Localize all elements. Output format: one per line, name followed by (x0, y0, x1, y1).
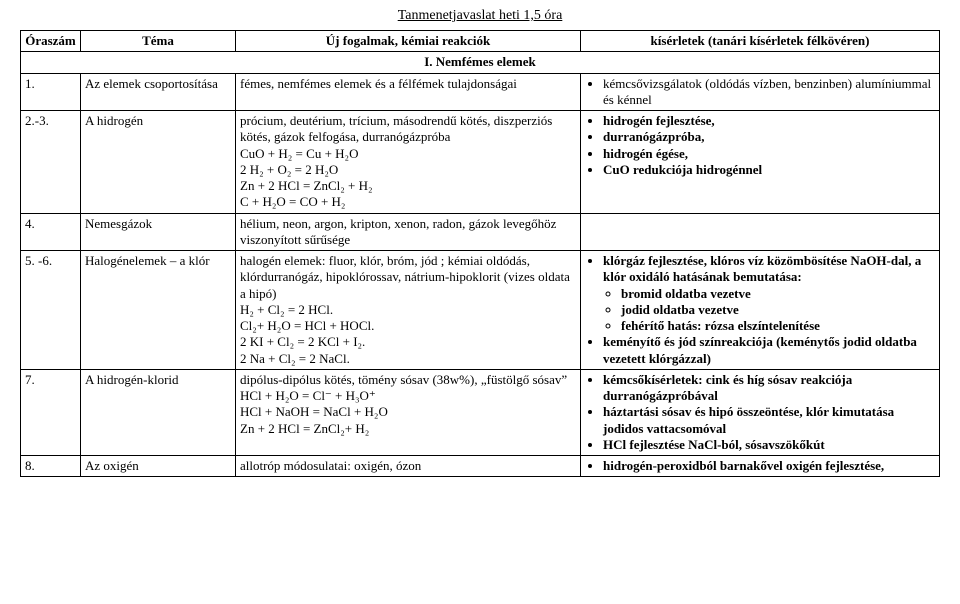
cell-experiments: hidrogén fejlesztése, durranógázpróba, h… (581, 111, 940, 214)
header-col-concepts: Új fogalmak, kémiai reakciók (236, 31, 581, 52)
cell-num: 5. -6. (21, 251, 81, 370)
exp-item: HCl fejlesztése NaCl-ból, sósavszökőkút (603, 437, 935, 453)
cell-topic: Halogénelemek – a klór (81, 251, 236, 370)
exp-item: háztartási sósav és hipó összeöntése, kl… (603, 404, 935, 437)
table-row: 4. Nemesgázok hélium, neon, argon, kript… (21, 213, 940, 251)
table-header-row: Óraszám Téma Új fogalmak, kémiai reakció… (21, 31, 940, 52)
exp-item: durranógázpróba, (603, 129, 935, 145)
cell-experiments: kémcsőkísérletek: cink és híg sósav reak… (581, 369, 940, 455)
cell-num: 2.-3. (21, 111, 81, 214)
cell-topic: Az elemek csoportosítása (81, 73, 236, 111)
table-row: 7. A hidrogén-klorid dipólus-dipólus köt… (21, 369, 940, 455)
cell-concepts: hélium, neon, argon, kripton, xenon, rad… (236, 213, 581, 251)
cell-concepts: dipólus-dipólus kötés, tömény sósav (38w… (236, 369, 581, 455)
exp-item: klórgáz fejlesztése, klóros víz közömbös… (603, 253, 935, 334)
table-row: 5. -6. Halogénelemek – a klór halogén el… (21, 251, 940, 370)
cell-topic: A hidrogén (81, 111, 236, 214)
cell-num: 4. (21, 213, 81, 251)
exp-item: kémcsőkísérletek: cink és híg sósav reak… (603, 372, 935, 405)
section-row: I. Nemfémes elemek (21, 52, 940, 73)
section-title: I. Nemfémes elemek (21, 52, 940, 73)
cell-topic: Nemesgázok (81, 213, 236, 251)
cell-concepts: halogén elemek: fluor, klór, bróm, jód ;… (236, 251, 581, 370)
cell-topic: A hidrogén-klorid (81, 369, 236, 455)
header-col-topic: Téma (81, 31, 236, 52)
cell-experiments: hidrogén-peroxidból barnakővel oxigén fe… (581, 456, 940, 477)
cell-concepts: allotróp módosulatai: oxigén, ózon (236, 456, 581, 477)
cell-num: 1. (21, 73, 81, 111)
cell-num: 7. (21, 369, 81, 455)
exp-sub-item: jodid oldatba vezetve (621, 302, 935, 318)
cell-concepts: fémes, nemfémes elemek és a félfémek tul… (236, 73, 581, 111)
exp-item: kémcsővizsgálatok (oldódás vízben, benzi… (603, 76, 935, 109)
exp-item: hidrogén fejlesztése, (603, 113, 935, 129)
page-title: Tanmenetjavaslat heti 1,5 óra (20, 8, 940, 24)
curriculum-table: Óraszám Téma Új fogalmak, kémiai reakció… (20, 30, 940, 477)
cell-experiments: klórgáz fejlesztése, klóros víz közömbös… (581, 251, 940, 370)
exp-item: CuO redukciója hidrogénnel (603, 162, 935, 178)
exp-item: keményítő és jód színreakciója (keménytő… (603, 334, 935, 367)
header-col-num: Óraszám (21, 31, 81, 52)
exp-item: hidrogén-peroxidból barnakővel oxigén fe… (603, 458, 935, 474)
cell-num: 8. (21, 456, 81, 477)
cell-experiments (581, 213, 940, 251)
cell-experiments: kémcsővizsgálatok (oldódás vízben, benzi… (581, 73, 940, 111)
cell-concepts: prócium, deutérium, trícium, másodrendű … (236, 111, 581, 214)
table-row: 1. Az elemek csoportosítása fémes, nemfé… (21, 73, 940, 111)
cell-topic: Az oxigén (81, 456, 236, 477)
table-row: 8. Az oxigén allotróp módosulatai: oxigé… (21, 456, 940, 477)
table-row: 2.-3. A hidrogén prócium, deutérium, trí… (21, 111, 940, 214)
header-col-experiments: kísérletek (tanári kísérletek félkövéren… (581, 31, 940, 52)
exp-sub-item: bromid oldatba vezetve (621, 286, 935, 302)
exp-item: hidrogén égése, (603, 146, 935, 162)
exp-sub-item: fehérítő hatás: rózsa elszíntelenítése (621, 318, 935, 334)
